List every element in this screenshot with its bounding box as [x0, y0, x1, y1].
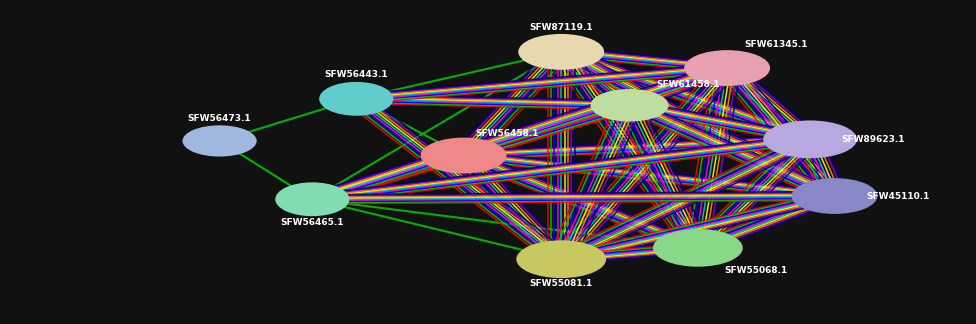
Text: SFW87119.1: SFW87119.1 — [529, 23, 593, 32]
Text: SFW55068.1: SFW55068.1 — [725, 266, 788, 275]
Ellipse shape — [518, 34, 604, 70]
Ellipse shape — [319, 82, 393, 116]
Ellipse shape — [590, 89, 669, 122]
Ellipse shape — [275, 182, 349, 216]
Text: SFW61458.1: SFW61458.1 — [656, 80, 720, 89]
Text: SFW56458.1: SFW56458.1 — [475, 129, 540, 138]
Text: SFW89623.1: SFW89623.1 — [841, 135, 906, 144]
Ellipse shape — [183, 125, 257, 156]
Ellipse shape — [792, 178, 877, 214]
Text: SFW61345.1: SFW61345.1 — [744, 40, 808, 49]
Ellipse shape — [653, 229, 743, 267]
Ellipse shape — [516, 240, 606, 278]
Text: SFW55081.1: SFW55081.1 — [530, 279, 592, 288]
Ellipse shape — [421, 138, 507, 173]
Text: SFW56465.1: SFW56465.1 — [280, 218, 345, 227]
Text: SFW56473.1: SFW56473.1 — [187, 114, 252, 123]
Text: SFW56443.1: SFW56443.1 — [324, 70, 388, 79]
Ellipse shape — [684, 50, 770, 86]
Text: SFW45110.1: SFW45110.1 — [867, 191, 929, 201]
Ellipse shape — [763, 121, 857, 158]
